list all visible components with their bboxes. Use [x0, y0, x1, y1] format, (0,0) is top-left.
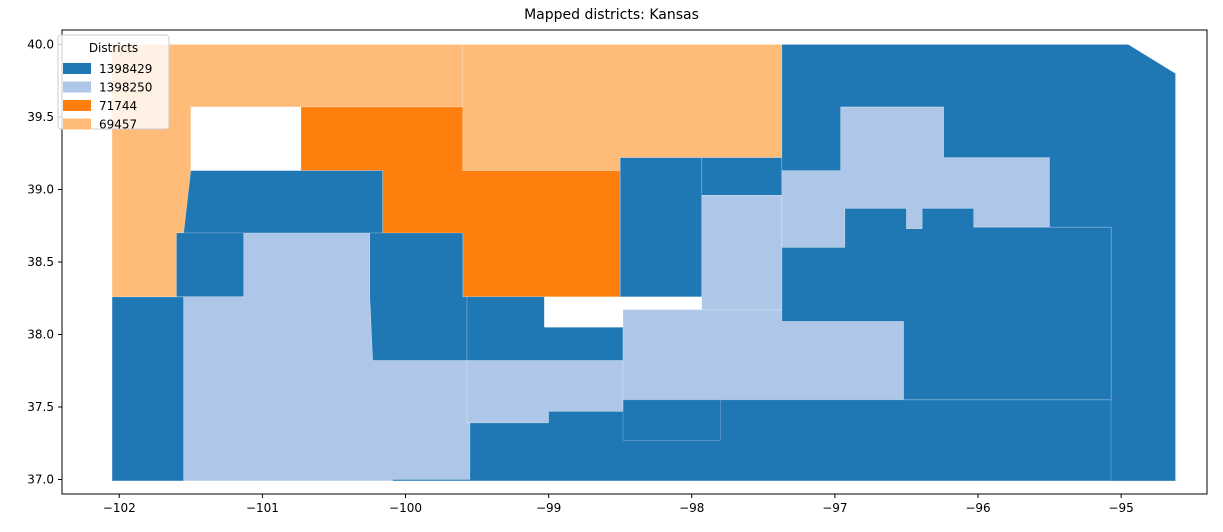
y-tick-label: 40.0: [27, 38, 54, 52]
y-tick-label: 38.0: [27, 328, 54, 342]
x-axis: −102 −101 −100 −99 −98 −97 −96 −95: [103, 494, 1134, 515]
x-tick-label: −97: [822, 501, 847, 515]
legend-swatch: [63, 118, 91, 130]
y-tick-label: 39.0: [27, 183, 54, 197]
x-tick-label: −96: [965, 501, 990, 515]
district-region-1398429: [176, 232, 245, 298]
district-region-1398429: [176, 170, 383, 234]
y-tick-label: 37.5: [27, 400, 54, 414]
x-tick-label: −101: [246, 501, 279, 515]
district-region-1398429: [619, 157, 703, 298]
district-region-1398429: [781, 208, 1112, 401]
x-tick-label: −99: [536, 501, 561, 515]
x-tick-label: −98: [679, 501, 704, 515]
district-region-1398429: [622, 399, 721, 441]
x-tick-label: −102: [103, 501, 136, 515]
legend-entry-label: 69457: [99, 118, 137, 132]
district-region-1398250: [622, 309, 904, 401]
district-region-1398429: [111, 296, 184, 482]
district-region-1398429: [466, 296, 624, 361]
district-region-69457: [462, 44, 783, 171]
legend-swatch: [63, 81, 91, 93]
y-tick-label: 38.5: [27, 255, 54, 269]
district-region-1398429: [369, 232, 468, 361]
y-tick-label: 37.0: [27, 473, 54, 487]
legend-swatch: [63, 100, 91, 111]
y-tick-label: 39.5: [27, 110, 54, 124]
legend-entry-label: 71744: [99, 99, 137, 113]
legend-entry-label: 1398250: [99, 81, 152, 95]
legend-swatch: [63, 63, 91, 74]
district-region-1398250: [701, 195, 783, 311]
x-tick-label: −95: [1108, 501, 1133, 515]
district-region-1398429: [701, 157, 783, 196]
chart-title: Mapped districts: Kansas: [524, 7, 699, 23]
legend-title: Districts: [89, 41, 138, 55]
region-layer: [111, 44, 1176, 482]
legend-entry-label: 1398429: [99, 62, 152, 76]
x-tick-label: −100: [389, 501, 422, 515]
district-region-1398429: [781, 44, 1176, 482]
y-axis: 37.0 37.5 38.0 38.5 39.0 39.5 40.0: [27, 38, 62, 487]
legend: Districts 1398429 1398250 71744 69457: [57, 34, 170, 132]
